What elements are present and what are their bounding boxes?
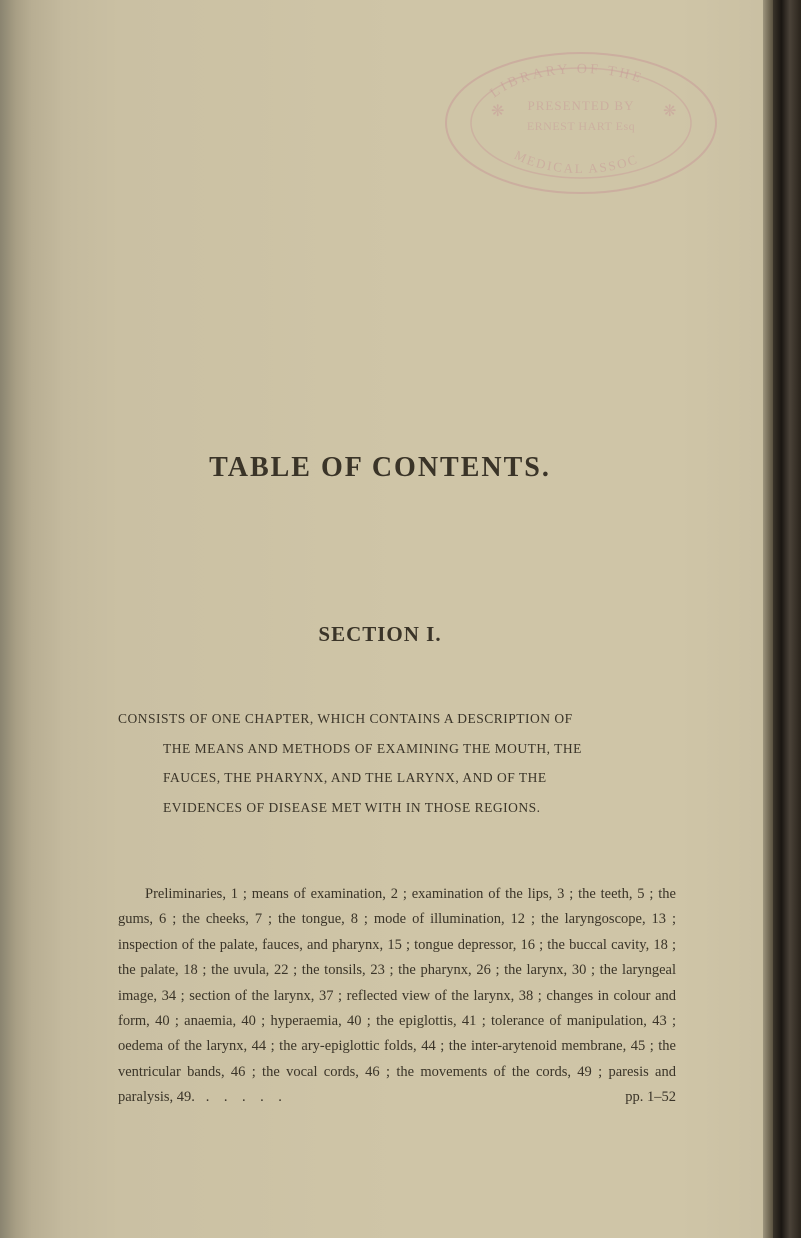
desc-line-3: FAUCES, THE PHARYNX, AND THE LARYNX, AND… <box>118 763 676 793</box>
library-stamp: LIBRARY OF THE PRESENTED BY ERNEST HART … <box>441 48 721 198</box>
body-content: Preliminaries, 1 ; means of examination,… <box>118 886 676 1105</box>
stamp-svg: LIBRARY OF THE PRESENTED BY ERNEST HART … <box>441 48 721 198</box>
stamp-mid-2: ERNEST HART Esq <box>527 119 635 133</box>
stamp-top-text: LIBRARY OF THE <box>488 62 646 101</box>
section-body: Preliminaries, 1 ; means of examination,… <box>118 882 676 1110</box>
desc-line-4: EVIDENCES OF DISEASE MET WITH IN THOSE R… <box>118 793 676 823</box>
section-heading: SECTION I. <box>0 622 760 647</box>
stamp-mid-1: PRESENTED BY <box>528 98 635 113</box>
dots-spacer: . . . . . <box>199 1089 297 1105</box>
stamp-flourish-left: ❋ <box>491 103 504 120</box>
page-title: TABLE OF CONTENTS. <box>0 452 760 484</box>
page-reference: pp. 1–52 <box>625 1085 676 1110</box>
desc-line-2: THE MEANS AND METHODS OF EXAMINING THE M… <box>118 734 676 764</box>
stamp-flourish-right: ❋ <box>663 103 676 120</box>
desc-line-1: CONSISTS OF ONE CHAPTER, WHICH CONTAINS … <box>118 704 676 734</box>
svg-text:LIBRARY OF THE: LIBRARY OF THE <box>488 62 646 101</box>
book-edge-inner <box>763 0 773 1238</box>
book-edge-shadow <box>773 0 801 1238</box>
section-description: CONSISTS OF ONE CHAPTER, WHICH CONTAINS … <box>118 704 676 823</box>
